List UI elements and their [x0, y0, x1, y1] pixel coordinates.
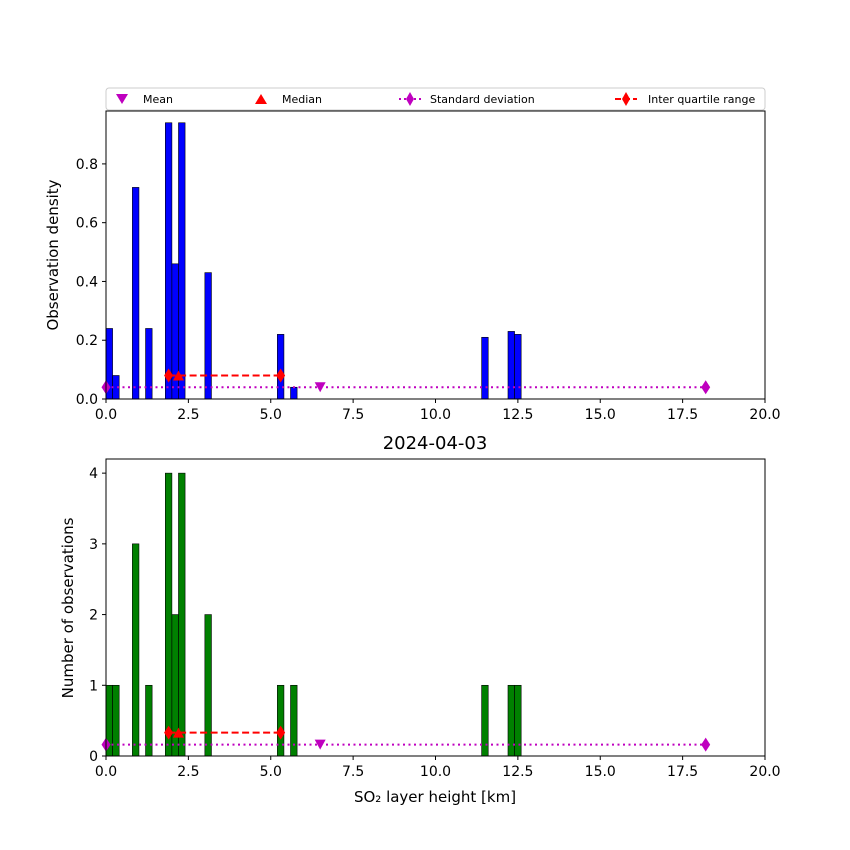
count-y-tick-label: 4 — [89, 466, 98, 482]
density-x-tick-label: 2.5 — [177, 407, 199, 423]
density-y-tick-label: 0.0 — [76, 392, 98, 408]
count-bar — [165, 472, 173, 757]
count-x-axis-label: SO₂ layer height [km] — [354, 788, 516, 806]
density-iqr-low-marker — [164, 368, 174, 383]
density-x-tick-label: 0.0 — [95, 407, 117, 423]
count-x-ticks: 0.0 2.5 5.0 7.5 10.0 12.5 15.0 17.5 20.0 — [95, 756, 781, 780]
density-histogram-panel: 0.0 2.5 5.0 7.5 10.0 12.5 15.0 17.5 20.0 0.00.20… — [44, 110, 781, 423]
density-y-tick-label: 0.2 — [76, 333, 98, 349]
median-marker-icon — [255, 94, 267, 104]
density-x-tick-label: 17.5 — [667, 407, 698, 423]
mean-marker-icon — [116, 94, 128, 104]
density-std-high-marker — [701, 380, 711, 395]
count-y-tick-label: 1 — [89, 678, 98, 694]
count-y-tick-label: 2 — [89, 608, 98, 624]
density-y-tick-label: 0.6 — [76, 216, 98, 232]
count-stats — [101, 725, 711, 752]
count-y-axis-label: Number of observations — [59, 517, 77, 698]
density-y-tick-label: 0.4 — [76, 274, 98, 290]
count-bar — [204, 614, 212, 757]
count-bars — [105, 472, 522, 757]
count-bar — [178, 472, 186, 757]
density-x-tick-label: 12.5 — [502, 407, 533, 423]
count-x-tick-label: 2.5 — [177, 764, 199, 780]
density-x-tick-label: 20.0 — [749, 407, 780, 423]
legend-entry-iqr: Inter quartile range — [615, 92, 755, 106]
density-bar — [132, 187, 140, 400]
density-x-tick-label: 15.0 — [585, 407, 616, 423]
count-x-tick-label: 20.0 — [749, 764, 780, 780]
count-bar — [132, 543, 140, 757]
count-x-tick-label: 7.5 — [342, 764, 364, 780]
legend-entry-median: Median — [255, 93, 322, 106]
density-y-tick-label: 0.8 — [76, 157, 98, 173]
count-chart-title: 2024-04-03 — [383, 433, 488, 454]
density-bar — [165, 122, 173, 400]
legend-entry-std: Standard deviation — [399, 92, 535, 106]
density-x-tick-label: 7.5 — [342, 407, 364, 423]
density-bar — [481, 336, 489, 400]
count-iqr-low-marker — [164, 725, 174, 740]
density-bar — [514, 334, 522, 400]
density-mean-marker — [314, 382, 326, 393]
density-bar — [290, 386, 298, 400]
count-iqr-high-marker — [276, 725, 286, 740]
legend-std-label: Standard deviation — [430, 93, 535, 106]
density-y-ticks: 0.0 0.2 0.4 0.6 0.8 — [76, 157, 106, 408]
density-x-tick-label: 5.0 — [260, 407, 282, 423]
count-y-tick-label: 0 — [89, 749, 98, 765]
legend-entry-mean: Mean — [116, 93, 173, 106]
count-x-tick-label: 12.5 — [502, 764, 533, 780]
density-bar — [277, 334, 285, 400]
density-median-marker — [172, 370, 184, 381]
count-x-tick-label: 10.0 — [420, 764, 451, 780]
count-x-tick-label: 0.0 — [95, 764, 117, 780]
count-mean-marker — [314, 739, 326, 750]
legend: Mean Median Standard deviation Inter qua… — [105, 87, 766, 111]
density-bar — [204, 272, 212, 400]
count-median-marker — [172, 727, 184, 738]
count-y-tick-label: 3 — [89, 537, 98, 553]
legend-frame — [105, 87, 766, 111]
density-stats — [101, 368, 711, 395]
std-marker-icon — [406, 92, 414, 106]
count-x-tick-label: 17.5 — [667, 764, 698, 780]
legend-iqr-label: Inter quartile range — [648, 93, 755, 106]
count-x-tick-label: 5.0 — [260, 764, 282, 780]
density-bar — [507, 331, 515, 400]
density-x-ticks: 0.0 2.5 5.0 7.5 10.0 12.5 15.0 17.5 20.0 — [95, 399, 781, 423]
density-bar — [178, 122, 186, 400]
legend-median-label: Median — [282, 93, 322, 106]
count-y-ticks: 0 1 2 3 4 — [89, 466, 106, 765]
density-iqr-high-marker — [276, 368, 286, 383]
density-bar — [145, 328, 153, 400]
density-x-tick-label: 10.0 — [420, 407, 451, 423]
count-histogram-panel: 2024-04-03 0.0 2.5 5.0 7.5 10.0 12.5 15.0 17.5 2… — [59, 433, 781, 806]
count-x-tick-label: 15.0 — [585, 764, 616, 780]
legend-mean-label: Mean — [143, 93, 173, 106]
count-std-high-marker — [701, 737, 711, 752]
iqr-marker-icon — [622, 92, 630, 106]
density-y-axis-label: Observation density — [44, 179, 62, 330]
